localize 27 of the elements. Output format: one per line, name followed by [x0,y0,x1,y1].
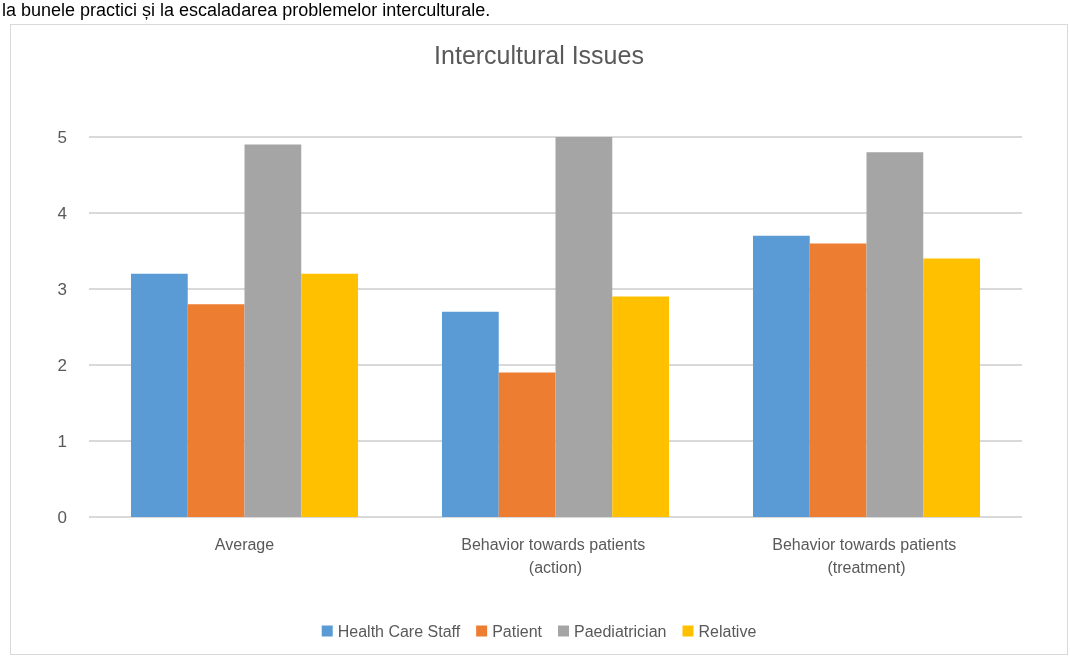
y-tick-label: 0 [57,507,67,527]
y-tick-label: 3 [57,279,67,299]
text: la bunele practici și la escaladarea problemelor interculturale. [2,0,491,20]
bar [555,137,613,517]
bar [301,273,359,517]
x-tick-label: Behavior towards patients (action) [461,536,650,576]
bar [498,372,556,517]
chart-title: Intercultural Issues [434,40,644,69]
y-tick-label: 5 [57,127,67,147]
legend-label: Paediatrician [573,622,667,640]
bar [187,304,245,517]
bar [244,144,302,517]
bar [130,273,188,517]
y-tick-label: 2 [57,355,67,375]
bar [866,152,924,517]
legend-label: Health Care Staff [337,622,461,640]
x-tick-label: Average [214,536,275,553]
bar [752,235,810,517]
bar [923,258,981,517]
bar [809,243,867,517]
legend-label: Patient [492,622,543,640]
y-tick-label: 4 [57,203,67,223]
legend-label: Relative [698,622,757,640]
bar [441,311,499,517]
bar [612,296,670,517]
x-tick-label: Behavior towards patients (treatment) [772,536,961,576]
y-tick-label: 1 [57,431,67,451]
